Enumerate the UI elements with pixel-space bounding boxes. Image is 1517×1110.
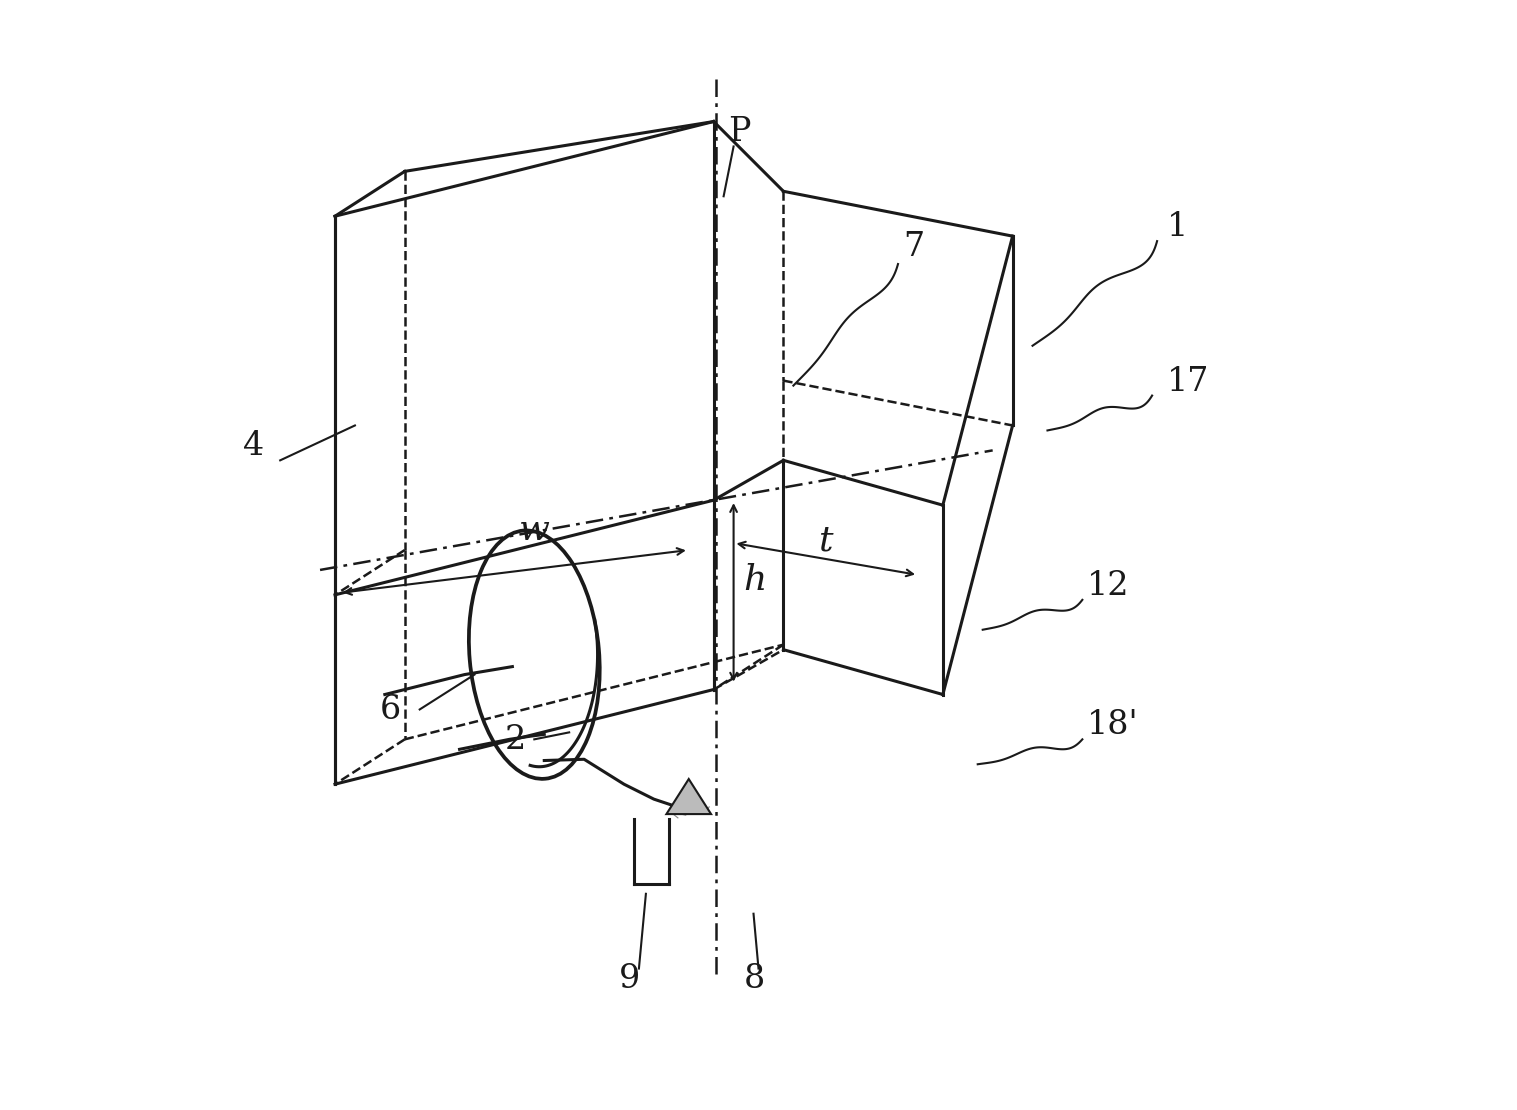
Polygon shape [666, 779, 711, 814]
Text: 4: 4 [243, 431, 264, 463]
Text: 18': 18' [1088, 709, 1139, 741]
Text: 8: 8 [743, 963, 765, 996]
Text: 2: 2 [504, 725, 526, 756]
Text: 6: 6 [379, 695, 400, 726]
Text: h: h [743, 563, 766, 597]
Text: 17: 17 [1167, 365, 1209, 397]
Text: w: w [519, 513, 551, 547]
Text: 7: 7 [903, 231, 924, 263]
Text: 12: 12 [1088, 569, 1130, 602]
Text: 9: 9 [619, 963, 640, 996]
Text: P: P [728, 117, 751, 149]
Text: t: t [818, 523, 833, 557]
Text: 1: 1 [1167, 211, 1188, 243]
